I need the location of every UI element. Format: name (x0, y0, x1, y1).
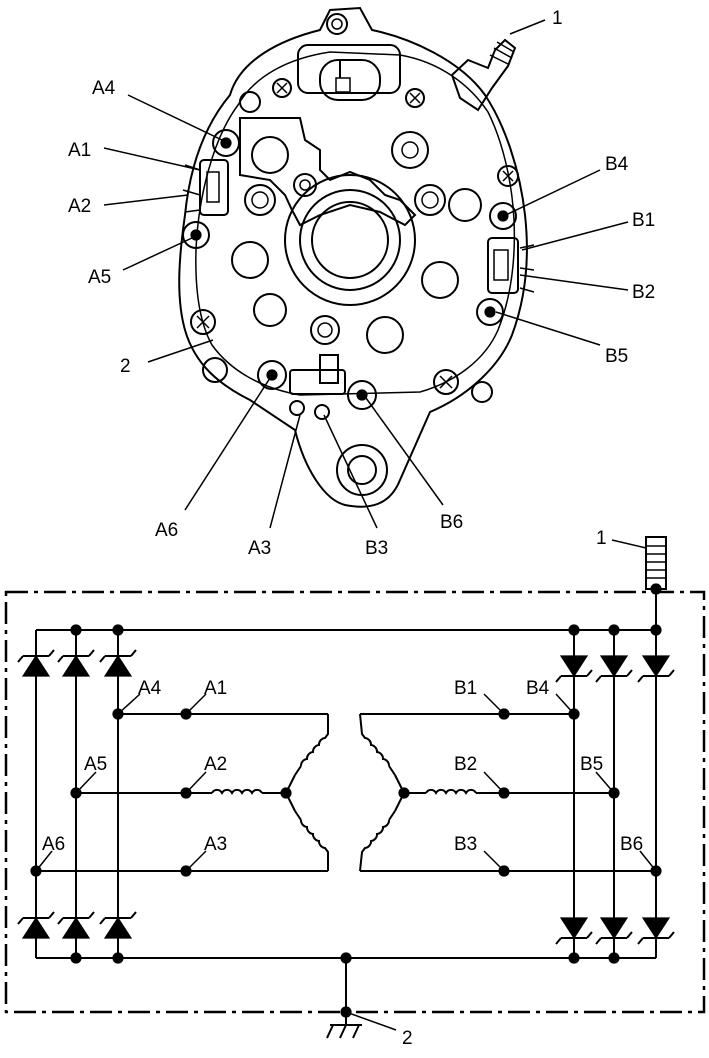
callout-terminal: 1 (552, 8, 563, 29)
callout-b4: B4 (605, 154, 629, 175)
callout-a1: A1 (68, 140, 91, 161)
stator-winding-left (211, 714, 329, 871)
leader-lines-top (103, 19, 629, 529)
callout-b2: B2 (632, 282, 655, 303)
node-a2: A2 (204, 754, 227, 775)
node-a3: A3 (204, 834, 227, 855)
node-a4: A4 (138, 678, 162, 699)
node-a1: A1 (204, 678, 227, 699)
ground-label: 2 (402, 1028, 413, 1049)
node-labels: A4 A1 A5 A2 A6 A3 B1 B4 B2 B5 B3 B6 (42, 678, 643, 855)
callout-a3: A3 (248, 538, 271, 559)
callout-b6: B6 (440, 512, 463, 533)
output-terminal (645, 536, 667, 590)
junction-dots (30, 583, 662, 1018)
callout-b5: B5 (605, 346, 628, 367)
node-b2: B2 (454, 754, 477, 775)
callout-a5: A5 (88, 267, 111, 288)
node-a6: A6 (42, 834, 65, 855)
callout-a6: A6 (155, 520, 178, 541)
node-b1: B1 (454, 678, 477, 699)
callout-a2: A2 (68, 196, 91, 217)
bearing-boss (284, 174, 416, 306)
callout-ground: 2 (120, 356, 131, 377)
diode-bank-upper (17, 649, 675, 683)
node-leader-lines (35, 693, 657, 872)
circuit-schematic: 1 2 (4, 528, 706, 1049)
terminal-stud (450, 38, 517, 112)
node-b3: B3 (454, 834, 477, 855)
node-a5: A5 (84, 754, 107, 775)
callout-a4: A4 (92, 78, 116, 99)
callout-b1: B1 (632, 210, 655, 231)
terminal-label: 1 (596, 528, 607, 549)
callout-b3: B3 (365, 538, 388, 559)
schematic-boundary (4, 590, 706, 1014)
node-b4: B4 (526, 678, 550, 699)
housing-outline (178, 6, 528, 508)
alternator-rear-view (178, 6, 535, 508)
connector-plug (297, 44, 401, 94)
node-b5: B5 (580, 754, 603, 775)
diode-bank-lower (17, 911, 675, 945)
node-b6: B6 (620, 834, 643, 855)
callout-labels-top: 1 A4 A1 A2 A5 B4 B1 B2 B5 2 A6 A3 B3 B6 (68, 8, 655, 559)
